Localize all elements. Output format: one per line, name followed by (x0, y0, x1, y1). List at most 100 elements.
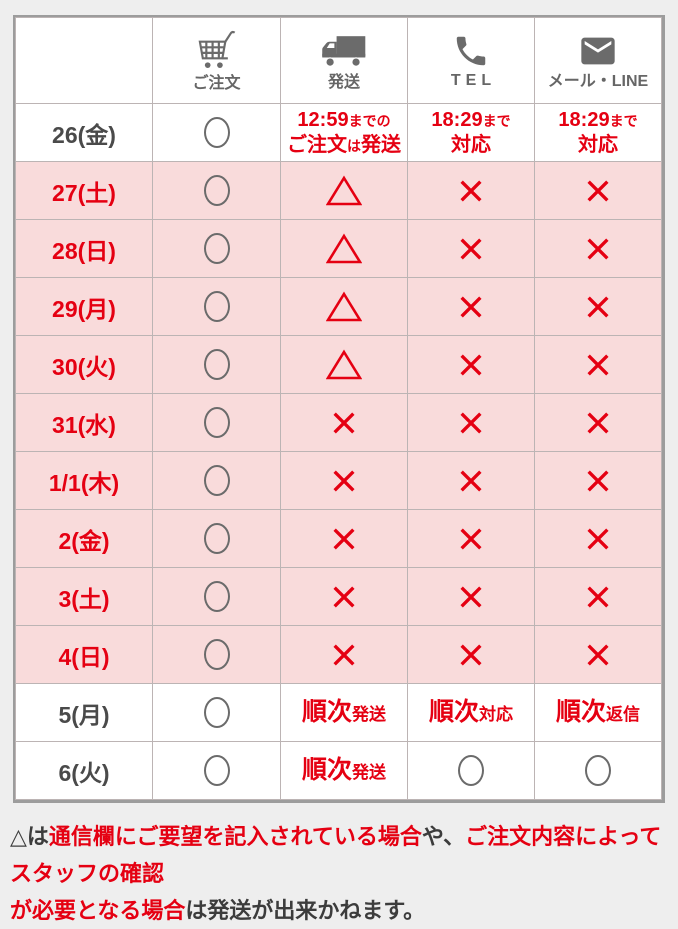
circle-symbol (203, 291, 230, 322)
circle-symbol (203, 407, 230, 438)
table-row: 6(火) 順次発送 (15, 741, 662, 800)
table-row: 28(日) (15, 219, 662, 278)
circle-symbol (203, 523, 230, 554)
table-row: 26(金) 12:59までの ご注文は発送 18:29まで 対応 18:29まで 対応 (15, 103, 662, 162)
date-cell: 1/1(木) (15, 451, 153, 510)
date-cell: 26(金) (15, 103, 153, 162)
circle-symbol (203, 349, 230, 380)
footnote-line: が必要となる場合は発送が出来かねます。 (10, 898, 426, 923)
cell-text: 18:29まで 対応 (558, 109, 638, 156)
cell-cross (407, 509, 535, 568)
cell-cross (407, 393, 535, 452)
cross-symbol (587, 179, 609, 202)
cross-symbol (460, 585, 482, 608)
date-column-header (15, 17, 153, 104)
mail-line-column-header: メール・LINE (534, 17, 662, 104)
schedule-notice: ご注文 (10, 15, 665, 923)
circle-symbol (203, 175, 230, 206)
cross-symbol (333, 411, 355, 434)
circle-symbol (203, 233, 230, 264)
circle-symbol (585, 755, 611, 786)
cell-text: 順次返信 (534, 683, 662, 742)
truck-icon (322, 36, 366, 68)
cross-symbol (460, 469, 482, 492)
cell-circle (152, 393, 281, 452)
date-cell: 4(日) (15, 625, 153, 684)
triangle-symbol (326, 175, 362, 205)
cell-circle (152, 741, 281, 800)
cell-cross (534, 161, 662, 220)
cross-symbol (460, 411, 482, 434)
schedule-table: ご注文 (15, 17, 662, 800)
cell-cross (407, 451, 535, 510)
cell-cross (534, 509, 662, 568)
cell-cross (407, 161, 535, 220)
cell-triangle (280, 277, 408, 336)
date-cell: 5(月) (15, 683, 153, 742)
date-cell: 2(金) (15, 509, 153, 568)
table-row: 30(火) (15, 335, 662, 394)
cell-text: 順次発送 (280, 741, 408, 800)
order-column-label: ご注文 (192, 74, 241, 92)
cell-circle (152, 161, 281, 220)
circle-symbol (203, 465, 230, 496)
cross-symbol (587, 411, 609, 434)
cross-symbol (460, 643, 482, 666)
cross-symbol (587, 585, 609, 608)
cell-cross (534, 277, 662, 336)
date-cell: 6(火) (15, 741, 153, 800)
cell-text: 順次返信 (555, 698, 640, 726)
cell-cross (280, 509, 408, 568)
cell-text: 18:29まで 対応 (431, 109, 511, 156)
cell-cross (280, 625, 408, 684)
cell-cross (407, 625, 535, 684)
cross-symbol (460, 353, 482, 376)
cross-symbol (587, 643, 609, 666)
cell-text: 順次対応 (428, 698, 513, 726)
cell-circle (152, 625, 281, 684)
cross-symbol (333, 585, 355, 608)
cell-text: 順次対応 (407, 683, 535, 742)
cell-triangle (280, 219, 408, 278)
circle-symbol (203, 581, 230, 612)
cell-cross (280, 393, 408, 452)
cross-symbol (460, 295, 482, 318)
footnote: △は通信欄にご要望を記入されている場合や、ご注文内容によってスタッフの確認 が必要… (10, 818, 672, 929)
circle-symbol (203, 639, 230, 670)
date-cell: 27(土) (15, 161, 153, 220)
date-cell: 31(水) (15, 393, 153, 452)
cell-cross (534, 625, 662, 684)
cell-text: 18:29まで 対応 (534, 103, 662, 162)
cell-text: 順次発送 (301, 698, 386, 726)
table-row: 31(水) (15, 393, 662, 452)
triangle-symbol (326, 291, 362, 321)
cell-cross (407, 277, 535, 336)
cell-cross (534, 219, 662, 278)
cell-text: 12:59までの ご注文は発送 (280, 103, 408, 162)
cell-cross (280, 451, 408, 510)
cell-circle (152, 567, 281, 626)
tel-column-header: TEL (407, 17, 535, 104)
date-cell: 28(日) (15, 219, 153, 278)
cell-circle (407, 741, 535, 800)
table-row: 1/1(木) (15, 451, 662, 510)
cart-icon (198, 30, 236, 68)
date-cell: 30(火) (15, 335, 153, 394)
table-header: ご注文 (15, 17, 662, 104)
date-cell: 3(土) (15, 567, 153, 626)
cell-cross (534, 393, 662, 452)
cross-symbol (333, 527, 355, 550)
cross-symbol (460, 179, 482, 202)
table-row: 5(月) 順次発送 順次対応 順次返信 (15, 683, 662, 742)
cell-cross (407, 335, 535, 394)
cell-text: 順次発送 (301, 756, 386, 784)
cell-circle (152, 451, 281, 510)
cell-cross (534, 451, 662, 510)
cell-circle (534, 741, 662, 800)
shipping-column-header: 発送 (280, 17, 408, 104)
triangle-symbol (326, 349, 362, 379)
circle-symbol (203, 697, 230, 728)
cell-cross (407, 567, 535, 626)
cross-symbol (460, 237, 482, 260)
table-row: 2(金) (15, 509, 662, 568)
